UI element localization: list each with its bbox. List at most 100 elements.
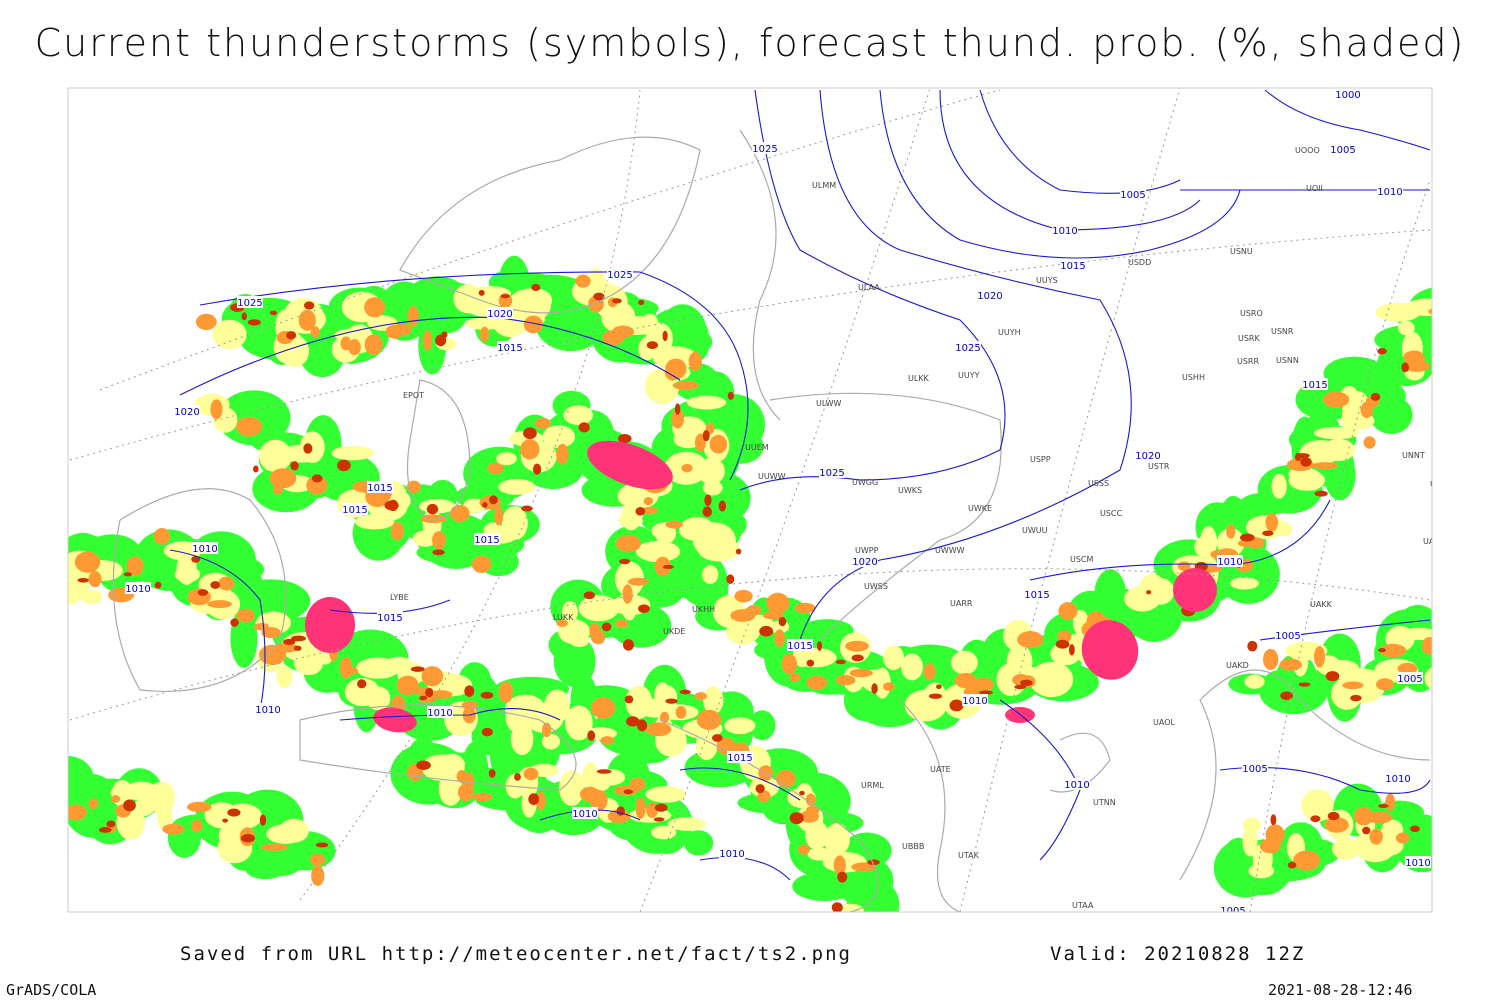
shade-cell [68,804,87,821]
shade-cell [534,417,552,429]
shade-cell [294,652,323,676]
shade-cell [191,555,201,563]
shade-cell [342,666,359,675]
station-code: UBBB [902,842,924,851]
shade-cell [223,803,262,830]
shade-cell [425,687,434,698]
shade-cell [1029,661,1074,698]
shade-cell [851,862,877,872]
isobar-label-bg [1120,188,1146,200]
shade-cell [638,604,650,613]
shade-cell [315,842,329,848]
shade-cell [1226,524,1236,539]
shade-cell [1322,391,1350,408]
isobar-label-bg [819,466,845,478]
shade-cell [1379,643,1407,658]
shade-cell [187,801,212,813]
shade-cell [423,330,433,351]
station-code: UUEM [745,443,769,452]
shade-cell [494,506,504,526]
shade-cell [778,616,787,627]
shade-cell [1362,826,1371,835]
shade-cell [583,591,596,600]
probability-shading [68,255,1432,912]
shade-cell [1414,827,1432,851]
shade-cell [1237,539,1256,547]
shade-cell [665,520,683,529]
shade-cell [365,686,391,711]
shade-cell [429,690,453,699]
shade-cell [419,514,447,524]
isobar-label-bg [427,706,453,718]
shade-cell [148,781,176,814]
isobar-label: 1010 [427,708,452,719]
isobar-label-bg [607,268,633,280]
shade-cell [419,695,428,701]
shade-cell [702,429,710,442]
shade-cell [674,403,681,415]
shade-cell [657,685,678,709]
shade-cell [646,802,658,818]
shade-cell [622,584,633,604]
shade-cell [672,380,699,391]
isobar-label-bg [1060,259,1086,271]
shade-cell [418,316,447,375]
isobar-label-bg [1385,772,1411,784]
shade-cell [478,289,485,296]
shade-cell [575,274,591,288]
shade-cell [556,443,569,465]
shade-cell [766,592,790,614]
isobar-label-bg [787,639,813,651]
station-code: UKDE [663,627,685,636]
station-code: UWKS [898,486,922,495]
storm-symbols [305,597,355,653]
storm-symbols [1081,620,1139,680]
shade-cell [607,809,631,824]
isobar-label: 1005 [1220,906,1245,917]
shade-cell [1300,457,1312,467]
isobar-label: 1005 [1397,674,1422,685]
station-code: USDD [1128,258,1151,267]
shade-cell [197,589,209,596]
station-code: UWPP [855,546,879,555]
shade-cell [218,576,235,591]
shade-cell [883,645,905,670]
shade-cell [646,341,658,349]
shade-cell [688,351,702,371]
station-code: USTR [1148,462,1170,471]
shade-cell [532,463,542,475]
shade-cell [523,427,537,440]
shade-cell [501,506,528,541]
shade-cell [593,292,605,301]
shade-cell [210,399,223,420]
station-code: URML [861,781,884,790]
storm-symbols [1173,568,1217,612]
station-code: ULKK [908,374,930,383]
isobar-label: 1015 [1302,380,1327,391]
shade-cell [498,479,536,495]
shade-cell [643,497,654,506]
shade-cell [797,844,810,855]
station-code: USCC [1100,509,1123,518]
shade-cell [615,534,641,553]
shade-cell [432,531,446,550]
shade-cell [489,495,498,505]
isobar-label-bg [1397,672,1423,684]
shade-cell [928,693,943,699]
shade-cell [230,618,239,627]
shade-cell [718,500,727,512]
shade-cell [261,843,288,851]
shade-cell [396,675,419,696]
shade-cell [174,566,201,583]
shade-cell [665,698,678,704]
isobar-label-bg [955,341,981,353]
isobar-label: 1015 [367,483,392,494]
shade-cell [309,853,326,866]
isobar-label: 1010 [1064,780,1089,791]
shade-cell [290,635,306,642]
isobar-label: 1020 [1135,451,1160,462]
graticule [69,88,1431,912]
shade-cell [488,769,496,778]
shade-cell [662,564,675,569]
shade-cell [153,527,171,545]
